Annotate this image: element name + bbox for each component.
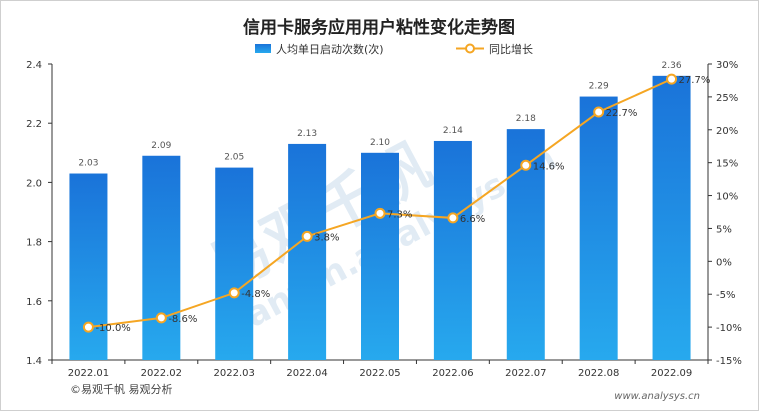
growth-point xyxy=(593,106,605,118)
growth-point xyxy=(374,207,386,219)
y-left-tick-label: 2.0 xyxy=(26,178,42,189)
y-right-tick-label: -5% xyxy=(716,290,735,301)
chart-title: 信用卡服务应用用户粘性变化走势图 xyxy=(243,17,515,38)
line-labels: -10.0% -8.6% -4.8% 3.8% 7.3% 6.6% 14.6% 22.7% 27… xyxy=(95,75,710,334)
growth-point xyxy=(82,321,94,333)
growth-point xyxy=(155,312,167,324)
site-url: www.analysys.cn xyxy=(614,391,700,402)
legend-line-marker xyxy=(465,43,475,54)
growth-point xyxy=(301,230,313,242)
bar xyxy=(215,167,254,360)
x-tick-label: 2022.01 xyxy=(68,368,109,379)
line-series xyxy=(82,73,678,333)
x-tick-label: 2022.06 xyxy=(432,368,473,379)
x-tick-label: 2022.04 xyxy=(286,368,327,379)
y-right-tick-label: 0% xyxy=(716,257,732,268)
growth-value-label: 14.6% xyxy=(533,161,565,172)
legend-bar-swatch xyxy=(255,44,271,53)
x-tick-label: 2022.08 xyxy=(578,368,619,379)
growth-value-label: -4.8% xyxy=(241,289,270,300)
growth-point xyxy=(228,287,240,299)
bar-value-label: 2.29 xyxy=(589,82,609,92)
y-right-tick-label: 10% xyxy=(716,192,738,203)
bar-value-label: 2.18 xyxy=(516,114,536,124)
x-tick-label: 2022.02 xyxy=(141,368,182,379)
growth-point xyxy=(666,73,678,85)
y-left-tick-label: 1.6 xyxy=(26,297,42,308)
y-right-tick-label: 25% xyxy=(716,93,738,104)
legend: 人均单日启动次数(次) 同比增长 xyxy=(255,42,533,56)
growth-value-label: -10.0% xyxy=(95,323,130,334)
y-right-tick-label: -15% xyxy=(716,356,742,367)
growth-point xyxy=(447,212,459,224)
y-left-tick-label: 1.4 xyxy=(26,356,42,367)
bar xyxy=(361,152,399,360)
bar xyxy=(433,140,472,360)
bar-value-label: 2.13 xyxy=(297,129,317,139)
x-tick-label: 2022.03 xyxy=(214,368,255,379)
x-tick-label: 2022.09 xyxy=(651,368,692,379)
x-tick-label: 2022.07 xyxy=(505,368,546,379)
legend-line-label: 同比增长 xyxy=(489,42,533,56)
y-right-tick-label: -10% xyxy=(716,323,742,334)
bar-value-label: 2.10 xyxy=(370,138,390,148)
x-tick-label: 2022.05 xyxy=(359,368,400,379)
y-right-tick-label: 5% xyxy=(716,224,732,235)
bar-value-label: 2.14 xyxy=(443,126,463,136)
y-right-tick-label: 20% xyxy=(716,126,738,137)
growth-value-label: 27.7% xyxy=(679,75,711,86)
growth-value-label: -8.6% xyxy=(168,314,197,325)
growth-value-label: 3.8% xyxy=(314,232,339,243)
growth-value-label: 22.7% xyxy=(606,108,638,119)
growth-value-label: 6.6% xyxy=(460,214,485,225)
legend-bar-label: 人均单日启动次数(次) xyxy=(276,42,384,56)
bar xyxy=(288,143,327,360)
growth-point xyxy=(520,159,532,171)
bar xyxy=(142,155,181,360)
bar-value-label: 2.36 xyxy=(662,61,682,71)
source-note: ©易观千帆 易观分析 xyxy=(70,382,173,396)
bar-labels: 2.03 2.09 2.05 2.13 2.10 2.14 2.18 2.29 2.36 xyxy=(78,61,681,169)
y-left-tick-label: 1.8 xyxy=(26,238,42,249)
y-right-tick-label: 15% xyxy=(716,159,738,170)
y-left-tick-label: 2.2 xyxy=(26,119,42,130)
bar-value-label: 2.03 xyxy=(78,159,98,169)
growth-value-label: 7.3% xyxy=(387,209,412,220)
bar xyxy=(579,96,618,360)
bar xyxy=(652,75,691,360)
y-right-tick-label: 30% xyxy=(716,60,738,71)
y-left-tick-label: 2.4 xyxy=(26,60,42,71)
bar-value-label: 2.09 xyxy=(151,141,171,151)
bar-value-label: 2.05 xyxy=(224,153,244,163)
